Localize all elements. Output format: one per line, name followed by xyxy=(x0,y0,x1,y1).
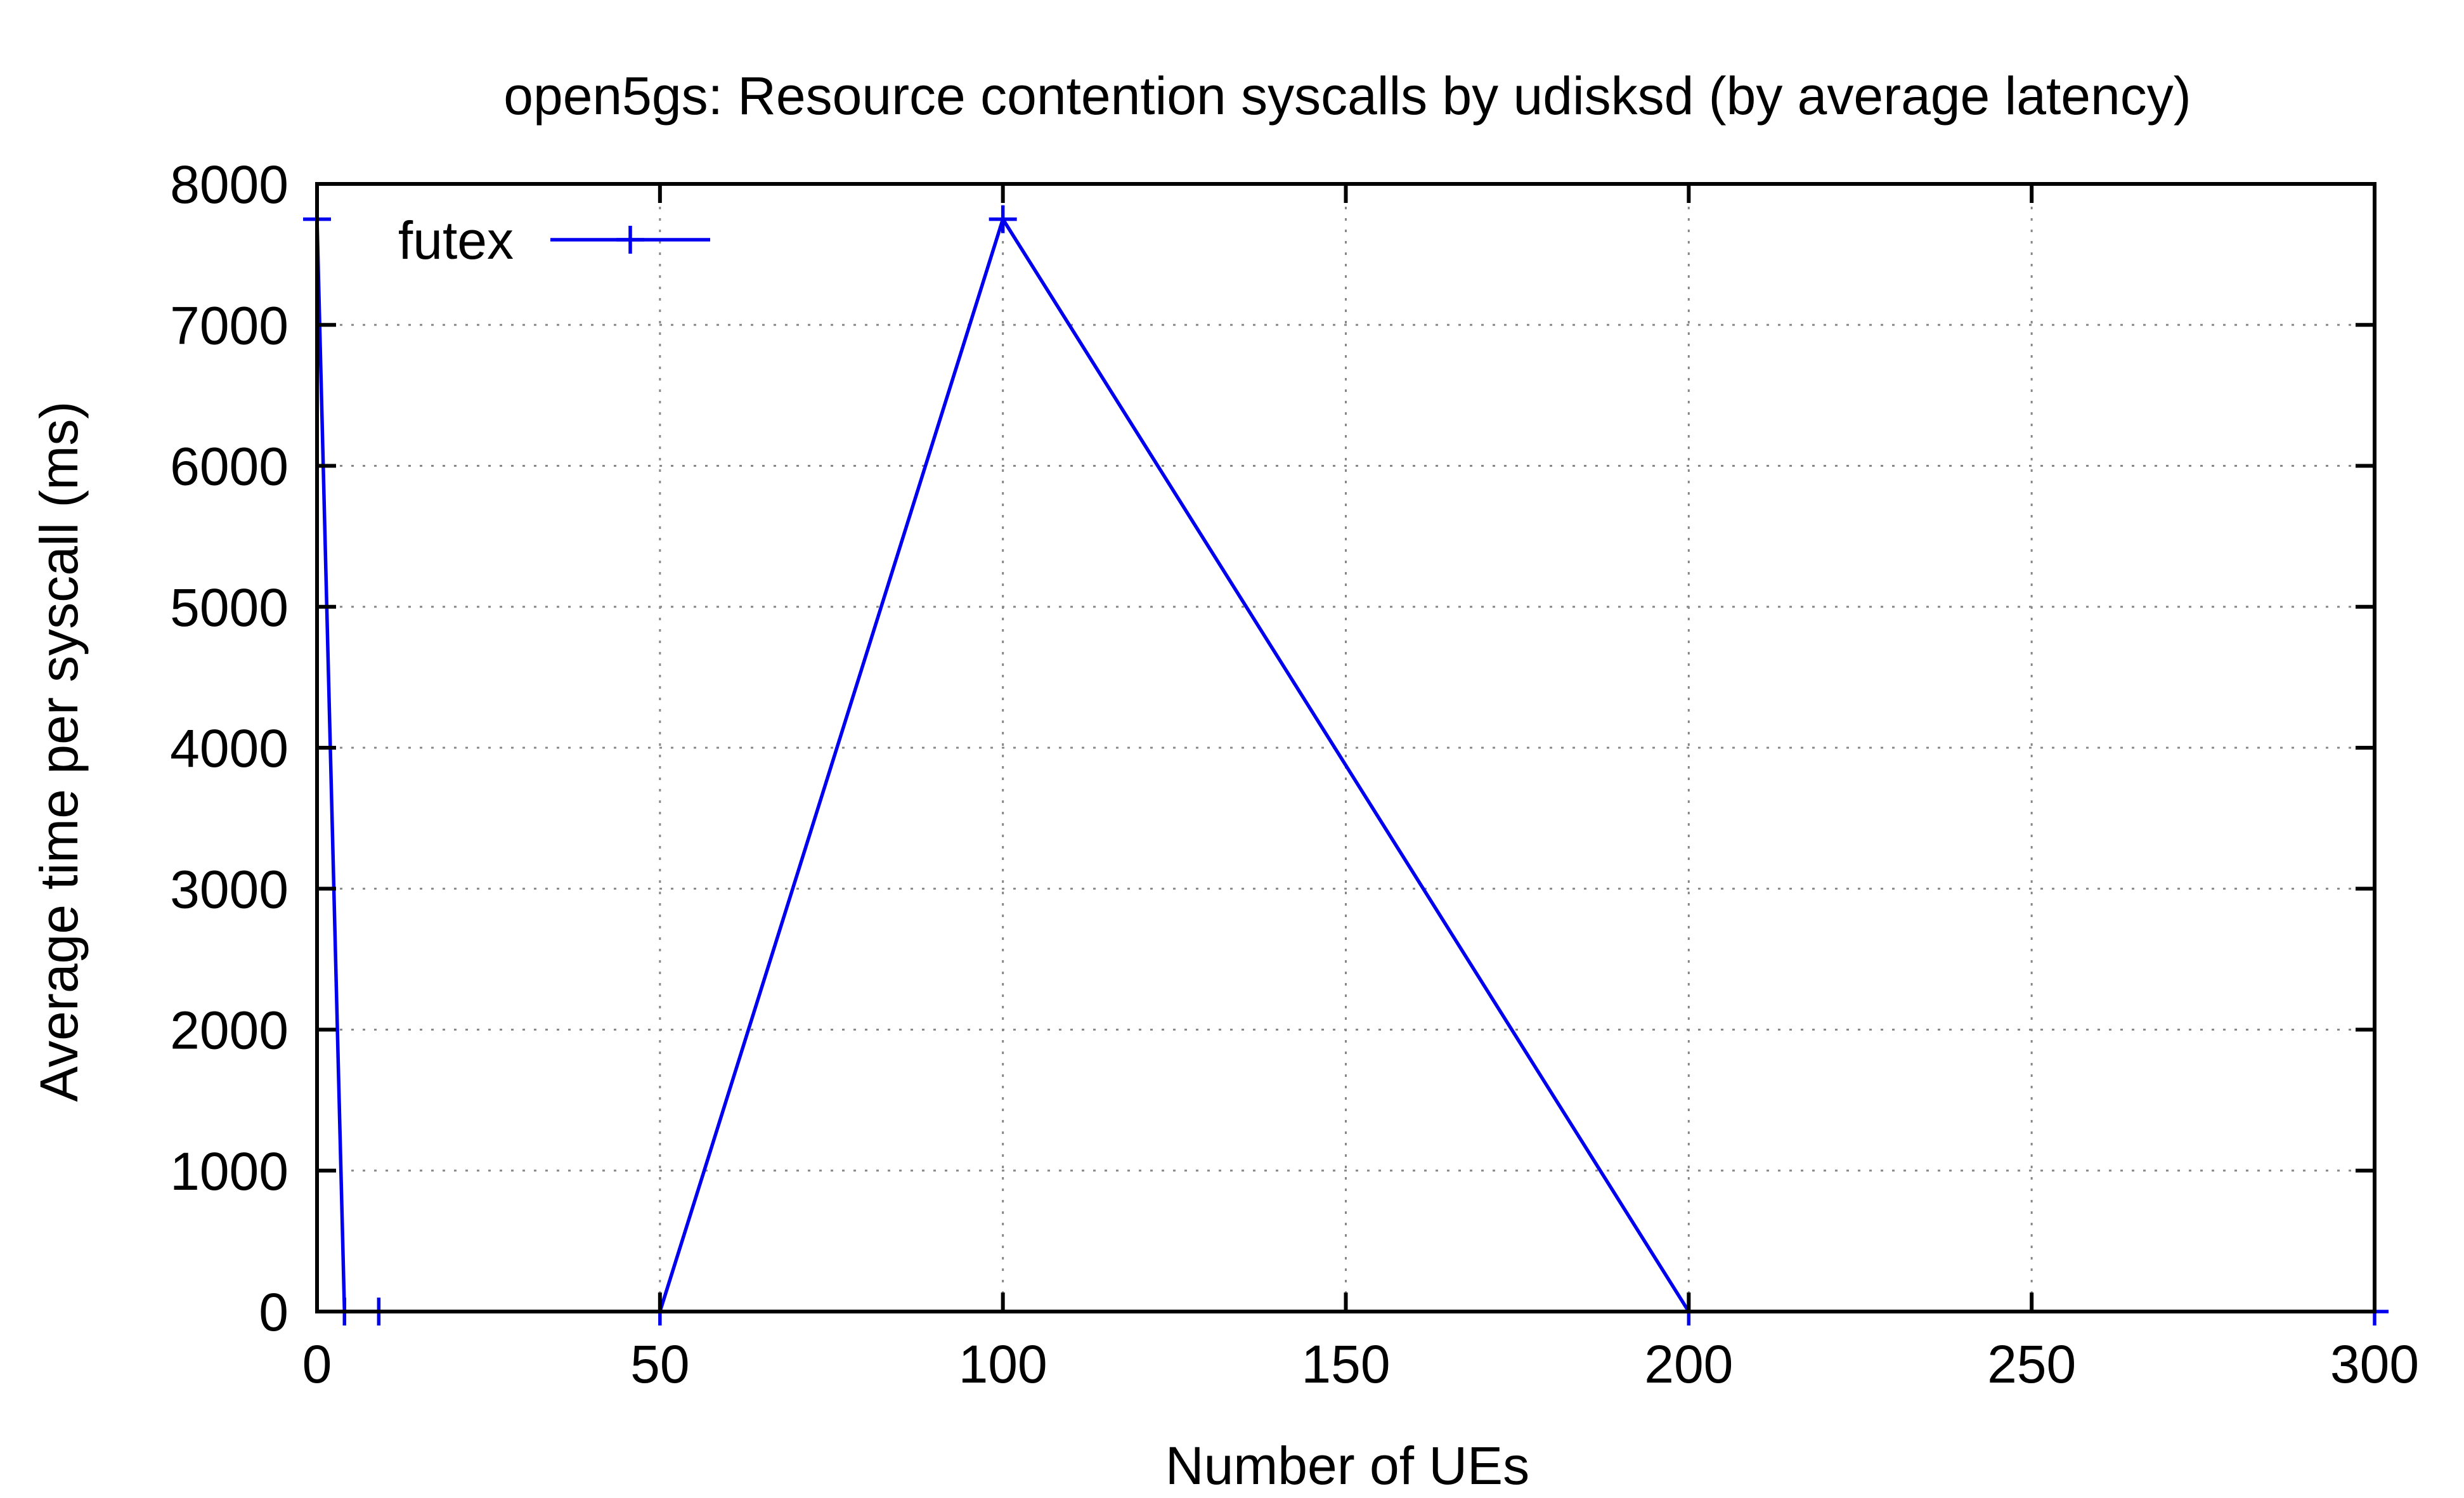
y-tick-label-0: 0 xyxy=(259,1282,289,1342)
y-tick-label-3000: 3000 xyxy=(170,859,289,919)
y-tick-label-8000: 8000 xyxy=(170,155,289,214)
series-layer xyxy=(303,205,2389,1325)
x-tick-label-250: 250 xyxy=(1987,1334,2076,1394)
x-tick-label-200: 200 xyxy=(1644,1334,1733,1394)
y-tick-label-5000: 5000 xyxy=(170,578,289,637)
x-tick-label-50: 50 xyxy=(630,1334,689,1394)
x-axis-label: Number of UEs xyxy=(1165,1436,1529,1495)
y-tick-label-2000: 2000 xyxy=(170,1001,289,1060)
text-layer: open5gs: Resource contention syscalls by… xyxy=(29,66,2419,1495)
y-tick-label-1000: 1000 xyxy=(170,1142,289,1201)
legend: futex xyxy=(398,211,710,270)
x-tick-label-100: 100 xyxy=(959,1334,1047,1394)
chart-title: open5gs: Resource contention syscalls by… xyxy=(503,66,2191,126)
y-axis-label: Average time per syscall (ms) xyxy=(29,401,89,1102)
y-tick-label-4000: 4000 xyxy=(170,719,289,778)
legend-entry-futex: futex xyxy=(398,211,514,270)
legend-swatch-futex xyxy=(550,226,710,254)
x-tick-label-150: 150 xyxy=(1301,1334,1390,1394)
grid-layer xyxy=(317,184,2375,1312)
y-tick-label-7000: 7000 xyxy=(170,296,289,355)
x-tick-label-0: 0 xyxy=(302,1334,332,1394)
data-point-futex-4 xyxy=(989,205,1017,233)
y-tick-label-6000: 6000 xyxy=(170,437,289,497)
x-tick-label-300: 300 xyxy=(2330,1334,2419,1394)
series-line-futex xyxy=(315,215,2375,1313)
tick-layer xyxy=(315,182,2376,1313)
